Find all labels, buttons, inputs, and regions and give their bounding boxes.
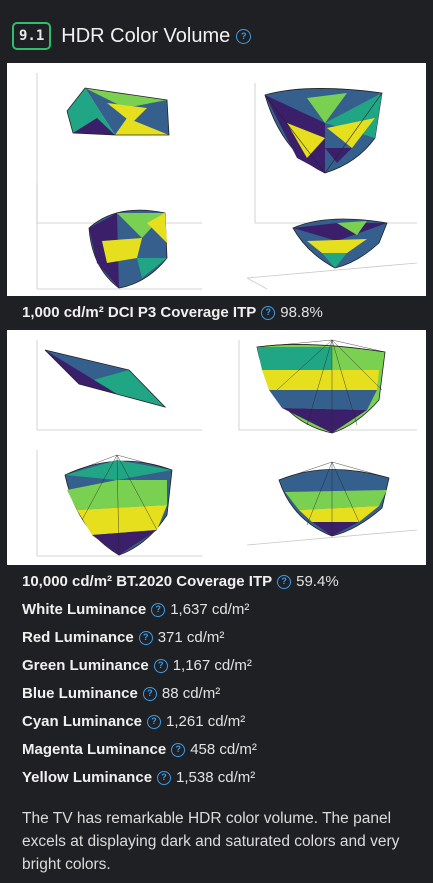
measurement-row: White Luminance ? 1,637 cd/m² <box>22 601 249 618</box>
measurement-value: 1,167 cd/m² <box>172 657 252 674</box>
plot-top-left <box>66 87 170 136</box>
measurement-row: 10,000 cd/m² BT.2020 Coverage ITP ? 59.4… <box>22 573 339 590</box>
help-icon[interactable]: ? <box>151 602 166 617</box>
measurement-value: 1,538 cd/m² <box>176 769 256 786</box>
help-icon[interactable]: ? <box>261 305 276 320</box>
measurement-row: 1,000 cd/m² DCI P3 Coverage ITP ? 98.8% <box>22 304 323 321</box>
measurement-label: Yellow Luminance <box>22 769 153 786</box>
help-icon[interactable]: ? <box>147 714 162 729</box>
plot-top-left <box>44 349 167 408</box>
measurement-label: 1,000 cd/m² DCI P3 Coverage ITP <box>22 304 257 321</box>
bt2020-plot-image <box>36 339 418 557</box>
help-icon[interactable]: ? <box>236 28 252 44</box>
plot-top-right <box>264 88 383 174</box>
plot-bottom-left <box>88 209 168 289</box>
help-icon[interactable]: ? <box>157 770 172 785</box>
measurement-value: 1,261 cd/m² <box>166 713 246 730</box>
bt2020-plot-panel <box>7 330 426 565</box>
measurement-label: Green Luminance <box>22 657 149 674</box>
measurement-label: Red Luminance <box>22 629 134 646</box>
measurement-value: 371 cd/m² <box>157 629 225 646</box>
section-header: 9.1 HDR Color Volume ? <box>12 20 252 52</box>
plot-bottom-left <box>64 454 173 556</box>
help-icon[interactable]: ? <box>153 658 168 673</box>
dci-p3-plot-panel <box>7 63 426 296</box>
help-icon[interactable]: ? <box>277 574 292 589</box>
measurement-value: 98.8% <box>280 304 323 321</box>
plot-top-right <box>256 339 386 434</box>
measurement-label: Blue Luminance <box>22 685 138 702</box>
measurement-row: Magenta Luminance ? 458 cd/m² <box>22 741 257 758</box>
help-icon[interactable]: ? <box>142 686 157 701</box>
dci-p3-plot-image <box>36 73 418 290</box>
measurement-value: 88 cd/m² <box>161 685 221 702</box>
measurement-label: Cyan Luminance <box>22 713 143 730</box>
plot-bottom-right <box>278 461 390 537</box>
measurement-label: Magenta Luminance <box>22 741 167 758</box>
help-icon[interactable]: ? <box>138 630 153 645</box>
help-icon[interactable]: ? <box>171 742 186 757</box>
measurement-row: Cyan Luminance ? 1,261 cd/m² <box>22 713 245 730</box>
measurement-row: Blue Luminance ? 88 cd/m² <box>22 685 220 702</box>
plot-bottom-right <box>292 218 388 269</box>
section-title: HDR Color Volume <box>61 24 231 47</box>
measurement-row: Red Luminance ? 371 cd/m² <box>22 629 224 646</box>
measurement-value: 1,637 cd/m² <box>170 601 250 618</box>
section-number-badge: 9.1 <box>12 22 52 50</box>
measurement-value: 59.4% <box>296 573 339 590</box>
measurement-row: Green Luminance ? 1,167 cd/m² <box>22 657 252 674</box>
measurement-row: Yellow Luminance ? 1,538 cd/m² <box>22 769 255 786</box>
section-description: The TV has remarkable HDR color volume. … <box>22 810 400 873</box>
measurement-label: 10,000 cd/m² BT.2020 Coverage ITP <box>22 573 273 590</box>
measurement-value: 458 cd/m² <box>190 741 257 758</box>
measurement-label: White Luminance <box>22 601 147 618</box>
